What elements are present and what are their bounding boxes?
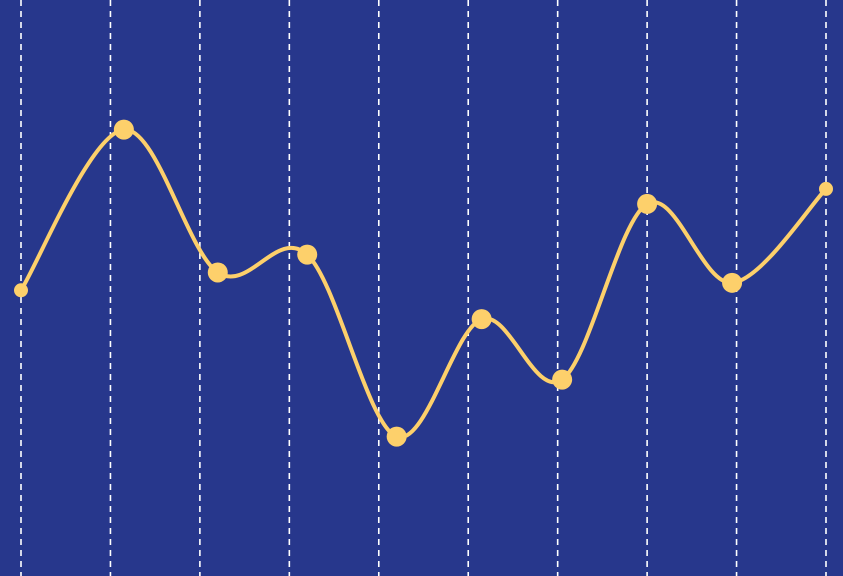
- data-point-8: [722, 272, 743, 293]
- data-point-3: [297, 244, 318, 265]
- data-point-4: [386, 426, 407, 447]
- data-point-6: [552, 369, 573, 390]
- data-point-9: [819, 181, 833, 196]
- data-point-5: [471, 309, 492, 330]
- data-point-0: [14, 283, 28, 298]
- data-point-1: [113, 119, 134, 140]
- data-point-7: [637, 193, 658, 214]
- data-point-2: [207, 262, 228, 283]
- grid-lines: [20, 0, 827, 576]
- data-points: [14, 119, 833, 447]
- series-line: [19, 127, 828, 440]
